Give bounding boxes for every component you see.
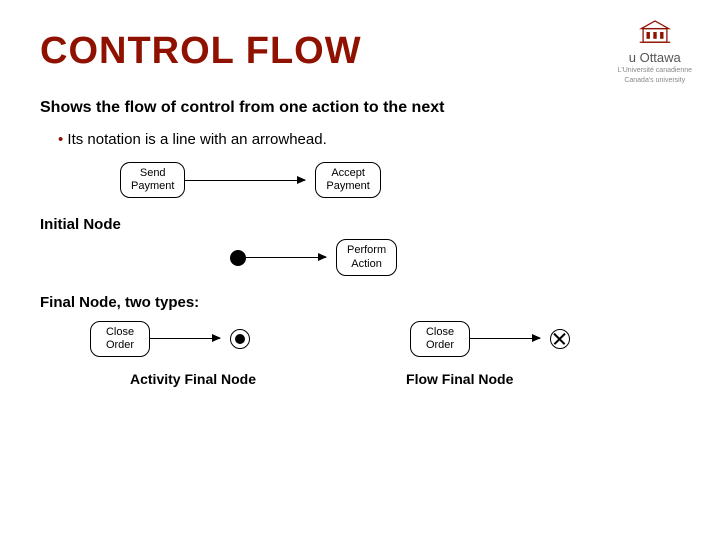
section-initial-node: Initial Node	[40, 216, 680, 233]
page-title: CONTROL FLOW	[40, 30, 680, 73]
node-send-payment: Send Payment	[120, 162, 185, 198]
caption-activity-final: Activity Final Node	[130, 371, 256, 387]
arrow-icon	[150, 338, 220, 339]
activity-final-node-icon	[230, 329, 250, 349]
node-label: Close	[106, 326, 134, 339]
node-label: Order	[106, 339, 134, 352]
arrow-icon	[470, 338, 540, 339]
node-label: Close	[426, 326, 454, 339]
node-label: Action	[351, 258, 382, 271]
node-label: Payment	[326, 180, 369, 193]
building-icon	[638, 18, 672, 46]
diagram-activity-final: Close Order	[90, 321, 250, 357]
diagram-final-nodes: Close Order Close Order	[90, 321, 680, 357]
diagram-initial-node: Perform Action	[230, 239, 680, 275]
logo-tagline-1: L'Université canadienne	[618, 67, 693, 75]
node-accept-payment: Accept Payment	[315, 162, 380, 198]
logo-name: u Ottawa	[629, 50, 681, 65]
arrow-icon	[185, 180, 305, 181]
arrow-icon	[246, 257, 326, 258]
flow-final-node-icon	[550, 329, 570, 349]
node-label: Payment	[131, 180, 174, 193]
node-label: Send	[140, 167, 166, 180]
node-close-order: Close Order	[410, 321, 470, 357]
subtitle: Shows the flow of control from one actio…	[40, 99, 680, 117]
node-close-order: Close Order	[90, 321, 150, 357]
caption-flow-final: Flow Final Node	[406, 371, 513, 387]
slide-content: u Ottawa L'Université canadienne Canada'…	[0, 0, 720, 417]
node-label: Accept	[331, 167, 365, 180]
node-label: Order	[426, 339, 454, 352]
diagram-control-flow: Send Payment Accept Payment	[120, 162, 680, 198]
logo-tagline-2: Canada's university	[624, 77, 685, 85]
node-label: Perform	[347, 244, 386, 257]
diagram-flow-final: Close Order	[410, 321, 570, 357]
final-node-captions: Activity Final Node Flow Final Node	[40, 371, 680, 387]
university-logo: u Ottawa L'Université canadienne Canada'…	[618, 18, 693, 84]
node-perform-action: Perform Action	[336, 239, 397, 275]
section-final-node: Final Node, two types:	[40, 294, 680, 311]
bullet-notation: Its notation is a line with an arrowhead…	[58, 131, 680, 148]
initial-node-icon	[230, 250, 246, 266]
